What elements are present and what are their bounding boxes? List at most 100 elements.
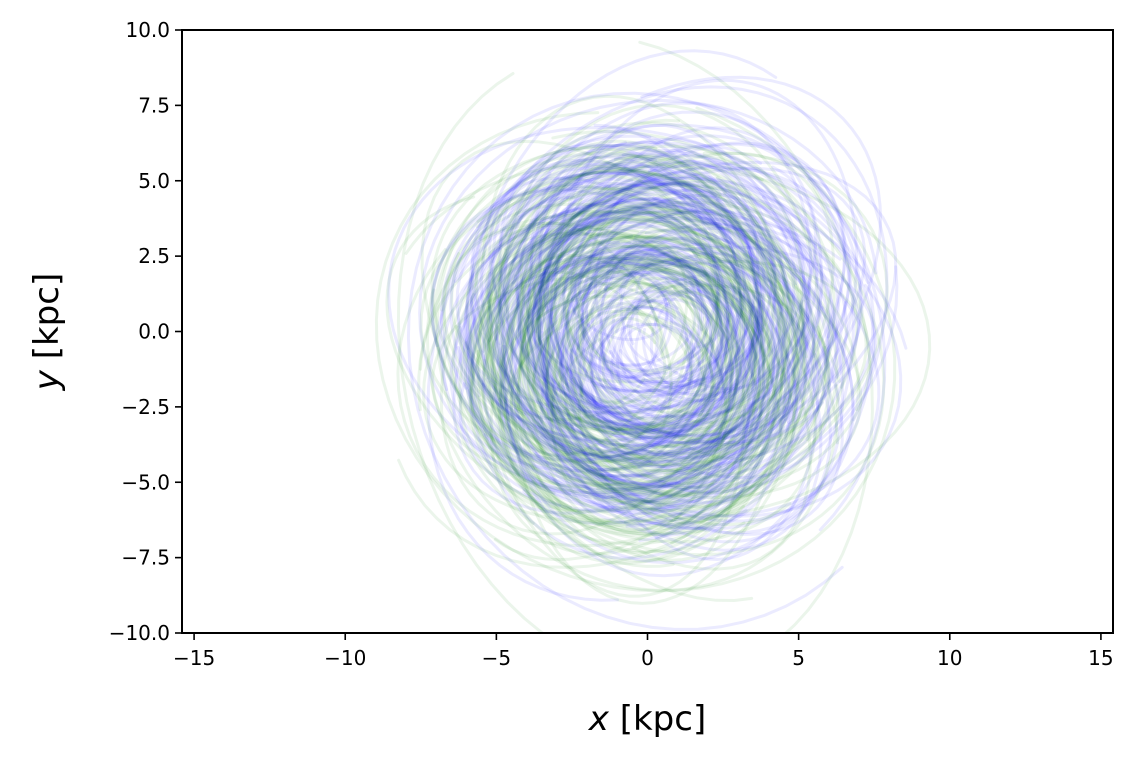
orbit-line-blue	[517, 260, 731, 405]
orbit-line-blue	[487, 195, 751, 506]
orbit-line-green	[544, 266, 730, 436]
orbit-line-blue	[569, 262, 729, 410]
orbit-line-blue	[522, 141, 846, 526]
orbit-line-green	[553, 153, 743, 498]
orbit-line-blue	[616, 252, 749, 397]
orbit-line-green	[478, 209, 766, 524]
orbit-line-blue	[505, 197, 744, 416]
orbit-line-blue	[453, 160, 851, 472]
orbit-line-blue	[472, 209, 831, 457]
orbit-line-green	[509, 267, 755, 436]
x-tick-label: 15	[1088, 646, 1113, 670]
orbit-line-blue	[558, 270, 740, 464]
orbit-line-blue	[580, 267, 738, 427]
orbit-line-blue	[465, 164, 839, 488]
orbit-line-green	[588, 204, 807, 461]
orbit-line-green	[526, 185, 794, 520]
orbit-line-blue	[562, 261, 697, 367]
orbit-line-blue	[491, 158, 823, 552]
orbit-line-green	[506, 254, 763, 467]
orbit-line-blue	[527, 153, 719, 459]
orbit-line-green	[509, 118, 788, 605]
orbit-line-green	[485, 210, 831, 446]
orbit-line-blue	[387, 126, 870, 507]
x-tick-label: −10	[324, 646, 366, 670]
orbit-line-green	[441, 213, 846, 480]
orbit-line-green	[485, 183, 811, 505]
orbit-line-blue	[573, 230, 724, 396]
orbit-line-green	[454, 231, 784, 455]
orbit-line-blue	[482, 176, 788, 497]
orbit-line-green	[535, 224, 731, 484]
orbit-line-green	[397, 144, 836, 569]
orbit-line-blue	[546, 150, 809, 438]
orbit-line-green	[458, 213, 863, 500]
orbit-line-blue	[449, 171, 855, 531]
x-axis-label-var: x	[588, 699, 610, 739]
orbit-line-green	[442, 129, 886, 557]
orbit-line-blue	[519, 218, 811, 419]
orbit-line-blue	[570, 206, 730, 393]
orbit-line-blue	[510, 217, 807, 419]
orbit-line-blue	[590, 271, 673, 368]
orbit-line-blue	[537, 183, 739, 426]
orbit-line-green	[546, 256, 706, 433]
orbit-line-blue	[559, 126, 824, 541]
orbit-line-green	[541, 231, 776, 467]
orbit-line-blue	[612, 305, 695, 409]
orbit-line-blue	[601, 258, 739, 431]
orbit-line-blue	[606, 315, 717, 387]
orbit-line-blue	[498, 166, 844, 536]
orbit-line-blue	[503, 129, 791, 527]
orbit-line-green	[500, 180, 761, 524]
orbit-line-green	[503, 233, 689, 457]
orbit-line-green	[430, 186, 828, 498]
orbit-line-blue	[524, 209, 821, 433]
orbit-line-blue	[514, 123, 792, 530]
orbit-line-blue	[598, 274, 756, 399]
orbit-line-blue	[498, 201, 810, 491]
orbit-line-blue	[618, 269, 723, 349]
orbit-line-green	[566, 205, 766, 490]
orbit-line-blue	[629, 275, 700, 380]
orbit-line-blue	[560, 182, 757, 421]
orbit-line-blue	[494, 183, 776, 479]
orbit-line-blue	[487, 171, 855, 523]
orbit-line-blue	[426, 85, 889, 602]
orbit-line-blue	[574, 242, 762, 384]
orbit-line-green	[440, 221, 796, 509]
orbit-line-blue	[541, 262, 757, 457]
orbit-line-blue	[495, 148, 808, 502]
orbit-line-blue	[455, 168, 875, 469]
orbit-line-green	[430, 144, 871, 495]
orbit-line-blue	[498, 246, 816, 497]
orbit-line-green	[519, 156, 793, 462]
orbit-line-blue	[599, 274, 669, 381]
orbit-line-blue	[514, 210, 754, 543]
orbit-line-blue	[569, 315, 725, 454]
orbit-line-blue	[620, 280, 709, 375]
orbit-line-blue	[468, 166, 867, 462]
orbit-line-blue	[526, 201, 747, 409]
orbit-line-green	[419, 164, 932, 522]
orbit-line-green	[576, 285, 689, 453]
orbit-line-blue	[538, 186, 743, 415]
orbit-line-blue	[452, 142, 847, 515]
orbit-line-blue	[488, 162, 832, 480]
orbit-line-blue	[564, 263, 783, 440]
orbit-line-blue	[580, 298, 691, 379]
orbit-line-green	[524, 234, 736, 449]
orbit-line-green	[565, 309, 707, 440]
orbit-line-blue	[564, 238, 756, 428]
orbit-line-blue	[548, 250, 785, 438]
orbit-line-blue	[499, 172, 763, 526]
orbit-line-blue	[534, 241, 756, 460]
orbit-line-blue	[542, 241, 730, 455]
orbit-line-blue	[463, 196, 786, 462]
orbit-line-blue	[589, 224, 771, 393]
orbit-line-blue	[539, 178, 737, 403]
orbit-line-blue	[558, 196, 754, 427]
y-tick-label: 7.5	[138, 93, 170, 117]
y-tick-label: −5.0	[121, 470, 170, 494]
orbit-line-blue	[572, 260, 693, 441]
